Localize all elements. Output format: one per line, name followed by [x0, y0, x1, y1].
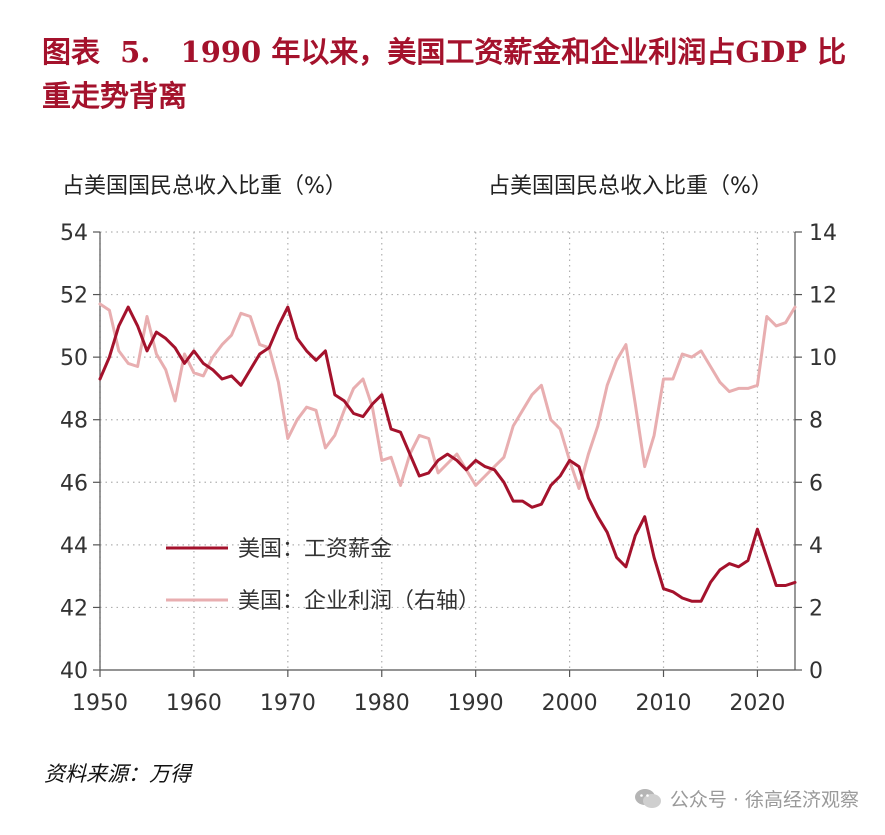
- left-axis-unit: 占美国国民总收入比重（%）: [62, 174, 347, 199]
- x-axis-tick-label: 1980: [354, 691, 410, 716]
- right-axis-tick-label: 0: [809, 659, 823, 684]
- right-axis-tick-label: 10: [809, 346, 837, 371]
- right-axis-tick-label: 6: [809, 471, 823, 496]
- right-axis-tick-label: 8: [809, 409, 823, 434]
- x-axis-tick-label: 2020: [729, 691, 785, 716]
- title-prefix: 图表: [42, 35, 101, 69]
- left-axis-tick-label: 54: [60, 221, 88, 246]
- chart-title: 图表 5. 1990 年以来，美国工资薪金和企业利润占GDP 比重走势背离: [42, 30, 862, 118]
- legend-label: 美国：工资薪金: [238, 537, 392, 562]
- x-axis-tick-label: 1960: [166, 691, 222, 716]
- title-text: 1990 年以来，美国工资薪金和企业利润占GDP 比重走势背离: [42, 35, 847, 113]
- wechat-icon: [634, 788, 661, 808]
- left-axis-tick-label: 52: [60, 284, 88, 309]
- x-axis-tick-label: 1990: [448, 691, 504, 716]
- source-note: 资料来源：万得: [44, 762, 191, 786]
- watermark: 公众号 · 徐高经济观察: [634, 785, 859, 812]
- left-axis-tick-label: 44: [60, 534, 88, 559]
- series-line-wages: [98, 305, 797, 603]
- left-axis-tick-label: 42: [60, 596, 88, 621]
- left-axis-tick-label: 46: [60, 471, 88, 496]
- left-axis-tick-label: 40: [60, 659, 88, 684]
- x-axis-tick-label: 2000: [542, 691, 598, 716]
- legend-label: 美国：企业利润（右轴）: [238, 589, 480, 614]
- watermark-text: 公众号 · 徐高经济观察: [669, 789, 859, 811]
- right-axis-tick-label: 14: [809, 221, 837, 246]
- right-axis-tick-label: 4: [809, 534, 823, 559]
- series-line-profits: [98, 302, 797, 490]
- x-axis-tick-label: 2010: [636, 691, 692, 716]
- right-axis-tick-label: 12: [809, 284, 837, 309]
- right-axis-tick-label: 2: [809, 596, 823, 621]
- left-axis-tick-label: 48: [60, 409, 88, 434]
- figure-number: 5.: [120, 35, 151, 69]
- right-axis-unit: 占美国国民总收入比重（%）: [488, 174, 773, 199]
- left-axis-tick-label: 50: [60, 346, 88, 371]
- x-axis-tick-label: 1970: [260, 691, 316, 716]
- x-axis-tick-label: 1950: [72, 691, 128, 716]
